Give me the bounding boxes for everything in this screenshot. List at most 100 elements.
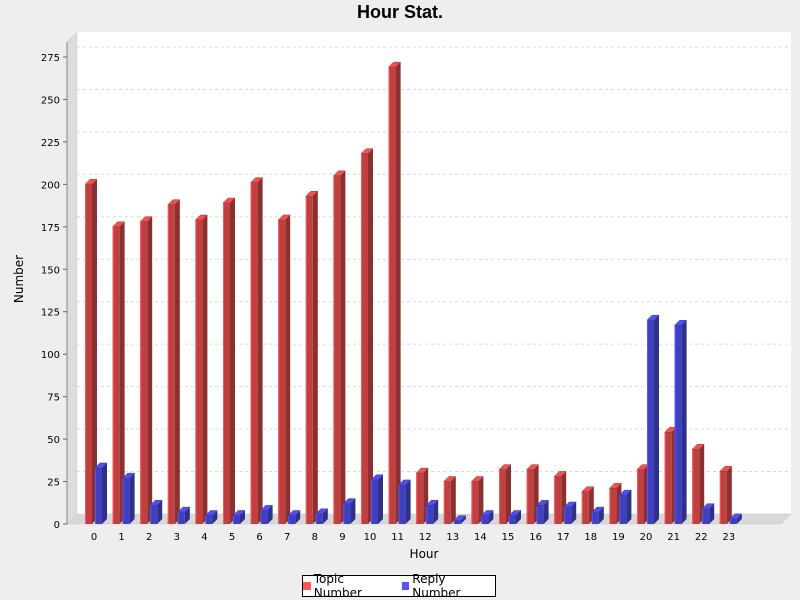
bar-topic [194,214,209,524]
bar-top [591,506,605,513]
bar-front [195,220,203,524]
bar-side [174,199,180,524]
x-tick-label: 7 [284,532,290,543]
bar-top [581,486,595,492]
bar-reply [121,472,136,524]
y-tick-label: 125 [41,308,60,319]
bar-front [416,473,424,524]
bars [84,61,743,525]
bar-reply [701,503,715,524]
bar-reply [397,479,412,524]
x-tick-label: 20 [640,532,653,543]
bar-front [554,476,562,524]
bar-top [397,479,412,486]
x-tick-label: 0 [91,532,97,543]
bar-top [525,464,540,470]
bar-top [470,476,485,482]
bar-side [626,490,632,524]
bar-front [398,484,406,524]
bar-reply [729,513,743,524]
x-tick-label: 4 [201,532,207,543]
bar-side [516,510,521,524]
legend-label-reply: Reply Number [412,572,461,600]
bar-side [240,510,245,524]
legend-swatch-reply [401,582,410,590]
bar-front [581,491,589,524]
bar-front [729,518,737,524]
bar-side [368,148,373,524]
bar-front [647,320,654,524]
bar-top [177,506,191,513]
bar-front [371,479,378,524]
bar-reply [259,505,274,524]
bar-top [425,500,439,506]
bar-front [343,503,351,524]
bar-side [147,216,153,524]
bar-front [509,515,516,524]
bar-top [121,472,136,479]
y-axis-label: Number [12,255,26,303]
y-tick-label: 100 [41,350,60,361]
bar-reply [535,500,550,524]
x-tick-label: 11 [391,532,404,543]
bar-topic [719,466,733,524]
bar-reply [177,506,191,524]
bar-front [112,226,120,525]
bar-side [654,315,659,524]
bar-front [664,432,672,524]
bar-top [553,471,567,477]
bar-top [139,216,153,222]
bar-top [508,510,522,516]
legend-item-reply: Reply Number [401,572,495,600]
bar-side [184,507,190,524]
bar-reply [204,510,219,524]
axes [63,42,68,525]
bar-reply [287,510,301,524]
bar-reply [453,515,467,524]
bar-side [378,474,383,524]
bar-topic [277,214,291,524]
y-tick-label: 275 [41,53,60,64]
bar-topic [443,476,457,524]
bar-topic [360,148,374,524]
x-tick-label: 17 [557,532,570,543]
bar-front [361,153,368,524]
x-tick-label: 18 [584,532,597,543]
bar-topic [498,464,512,524]
bar-top [719,466,733,472]
bar-top [673,320,688,326]
bar-topic [691,444,705,524]
bar-front [719,471,727,524]
bar-side [478,476,484,524]
bar-front [205,515,213,524]
bar-front [591,512,599,524]
x-tick-label: 10 [364,532,377,543]
bar-reply [232,510,246,524]
bar-side [433,500,439,524]
x-tick-label: 19 [612,532,625,543]
bar-top [332,170,347,177]
bar-reply [370,474,384,524]
bar-side [267,505,273,524]
x-tick-label: 15 [502,532,515,543]
bar-topic [222,197,236,524]
bar-top [387,61,402,68]
bar-top [222,197,236,204]
bar-side [340,170,346,524]
bar-top [277,214,291,221]
y-tick-label: 25 [47,478,60,489]
bar-side [202,215,208,524]
bar-front [333,175,341,524]
x-tick-label: 22 [695,532,708,543]
y-tick-label: 0 [54,520,60,531]
bar-side [405,479,411,524]
bar-front [260,510,268,524]
bar-front [85,184,92,524]
y-tick-label: 225 [41,138,60,149]
bar-top [194,214,209,221]
y-tick-label: 75 [47,393,60,404]
legend-item-topic: Topic Number [303,572,394,600]
bar-top [287,510,301,516]
